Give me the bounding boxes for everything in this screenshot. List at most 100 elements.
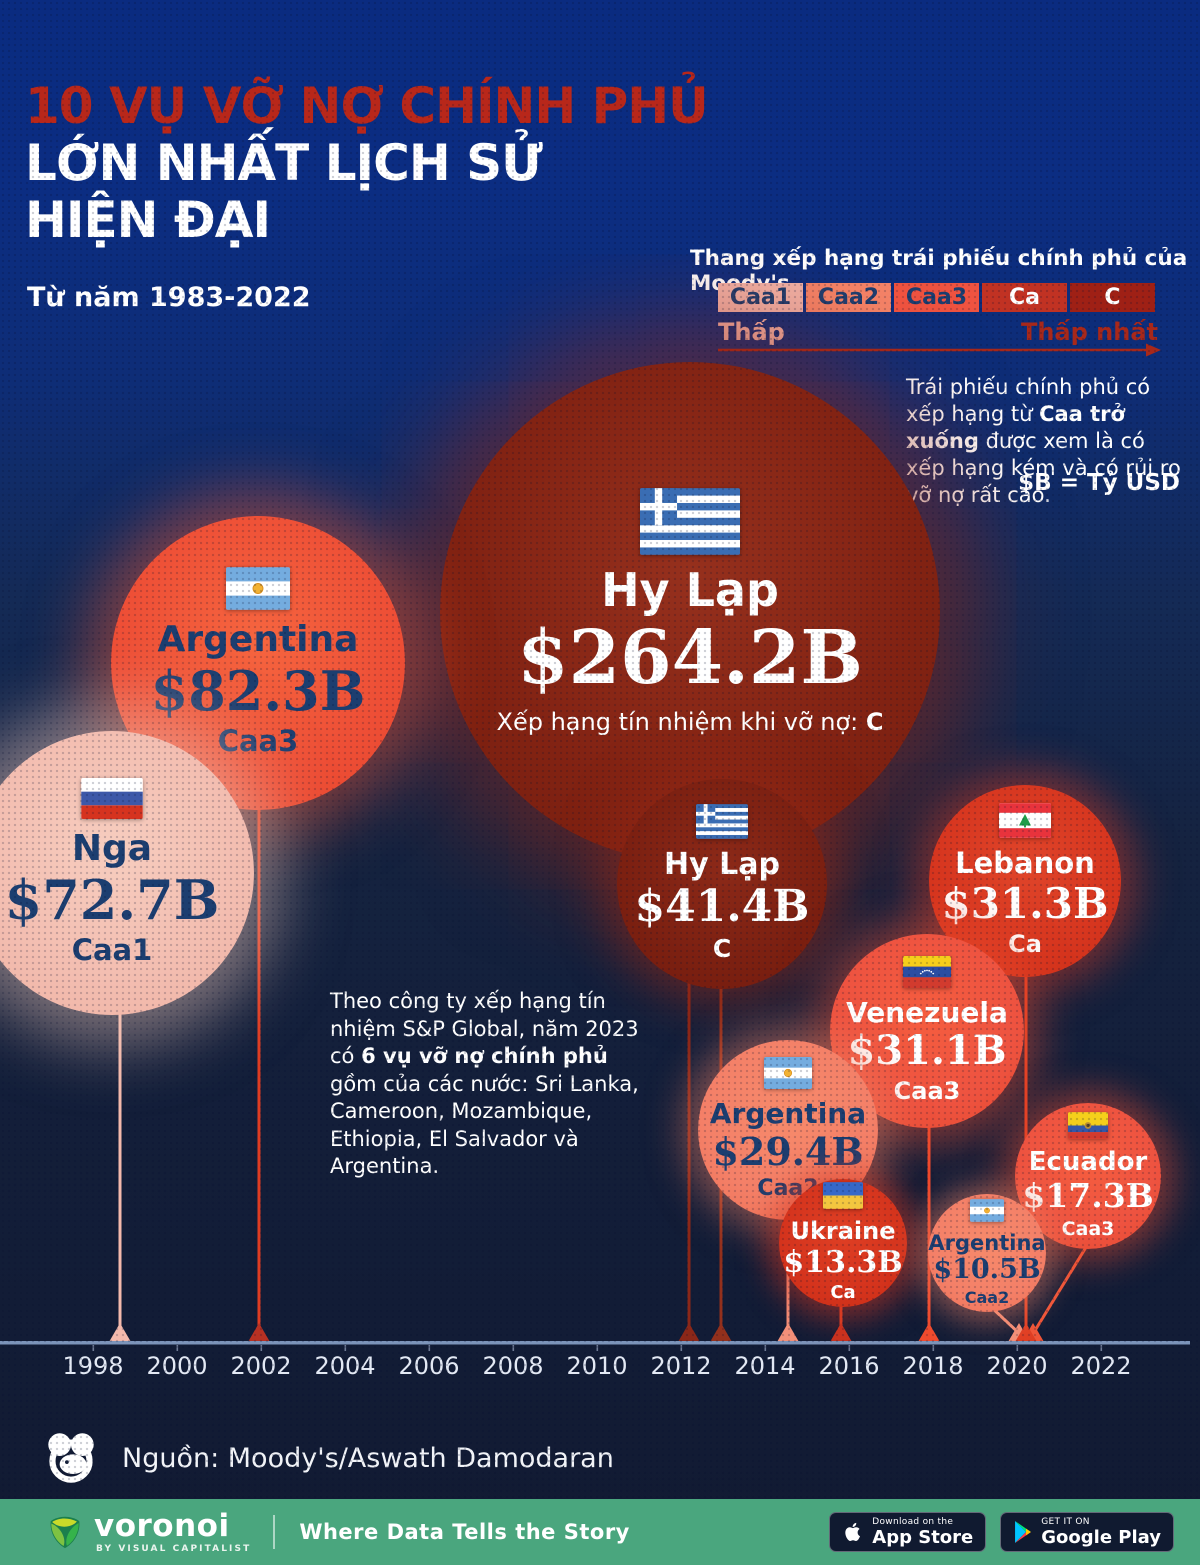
bubble-rating: Ca	[830, 1282, 856, 1304]
bubble-country: Hy Lạp	[601, 563, 779, 618]
bubble-russia-1998: Nga $72.7B Caa1	[0, 731, 254, 1015]
bubble-rating: Ca	[1008, 930, 1042, 959]
bubble-amount: $31.1B	[847, 1027, 1007, 1075]
bubble-country: Lebanon	[955, 845, 1095, 880]
subtitle-years: Từ năm 1983-2022	[27, 282, 311, 313]
sp-global-annotation: Theo công ty xếp hạng tín nhiệm S&P Glob…	[330, 988, 648, 1181]
axis-year-2022: 2022	[1070, 1352, 1132, 1380]
bubble-ukraine-2015: Ukraine $13.3B Ca	[779, 1179, 907, 1307]
title-line-1: 10 VỤ VỠ NỢ CHÍNH PHỦ	[25, 77, 709, 135]
source-row: Nguồn: Moody's/Aswath Damodaran	[38, 1432, 614, 1484]
footer-tagline: Where Data Tells the Story	[299, 1520, 630, 1544]
footer-divider	[273, 1515, 276, 1549]
bubble-amount: $29.4B	[712, 1128, 864, 1174]
note-bold: Caa trở xuống	[906, 402, 1125, 453]
axis-year-1998: 1998	[62, 1352, 124, 1380]
bubble-amount: $82.3B	[150, 658, 366, 723]
greece-flag	[696, 803, 748, 839]
app-store-badge[interactable]: Download on the App Store	[829, 1512, 987, 1552]
footer-band: voronoi BY VISUAL CAPITALIST Where Data …	[0, 1499, 1200, 1565]
bubble-amount: $72.7B	[4, 867, 220, 932]
bubble-rating: Caa2	[964, 1288, 1010, 1308]
rating-prefix: Xếp hạng tín nhiệm khi vỡ nợ:	[496, 707, 866, 736]
bubble-venezuela-2017: Venezuela $31.1B Caa3	[830, 934, 1024, 1128]
bubble-country: Argentina	[157, 619, 359, 661]
unit-note: $B = Tỷ USD	[1018, 470, 1180, 496]
bubble-amount: $264.2B	[517, 615, 863, 701]
russia-flag	[81, 778, 143, 820]
rating-box-caa3: Caa3	[894, 283, 979, 312]
axis-year-2012: 2012	[650, 1352, 712, 1380]
bubble-amount: $31.3B	[941, 879, 1109, 929]
bubble-country: Argentina	[709, 1097, 867, 1131]
app-badges: Download on the App Store GET IT ON Goog…	[829, 1512, 1174, 1552]
bubble-country: Ukraine	[790, 1217, 896, 1246]
rating-box-caa2: Caa2	[806, 283, 891, 312]
bubble-rating: Caa1	[71, 933, 153, 968]
bubble-country: Ecuador	[1028, 1146, 1148, 1177]
bubble-amount: $13.3B	[783, 1244, 903, 1280]
axis-year-2000: 2000	[146, 1352, 208, 1380]
google-play-icon	[1015, 1521, 1032, 1543]
axis-year-2002: 2002	[230, 1352, 292, 1380]
bubble-country: Hy Lạp	[664, 846, 780, 882]
bubble-rating: Caa3	[893, 1077, 961, 1106]
bubble-rating: Caa3	[217, 724, 299, 759]
bubble-country: Nga	[71, 828, 153, 870]
voronoi-brand[interactable]: voronoi BY VISUAL CAPITALIST	[46, 1507, 252, 1554]
note-text-2: được xem là có xếp hạng kém và có rủi ro…	[906, 429, 1181, 507]
annotation-bold: 6 vụ vỡ nợ chính phủ	[361, 1044, 608, 1068]
bubble-rating-line: Xếp hạng tín nhiệm khi vỡ nợ: C	[497, 708, 884, 736]
page-title: 10 VỤ VỠ NỢ CHÍNH PHỦ LỚN NHẤT LỊCH SỬ H…	[25, 77, 709, 249]
app-store-line2: App Store	[872, 1526, 974, 1548]
annotation-text-2: gồm của các nước: Sri Lanka, Cameroon, M…	[330, 1071, 639, 1179]
bubble-argentina-2020: Argentina $10.5B Caa2	[928, 1194, 1046, 1312]
ukraine-flag	[823, 1182, 863, 1209]
bubble-country: Argentina	[928, 1230, 1046, 1255]
ecuador-flag	[1068, 1111, 1108, 1139]
argentina-flag	[226, 567, 290, 611]
voronoi-logo-icon	[50, 1516, 80, 1549]
bubble-country: Venezuela	[846, 996, 1008, 1030]
app-store-line1: Download on the	[872, 1516, 954, 1527]
argentina-flag	[970, 1198, 1004, 1222]
axis-year-2018: 2018	[902, 1352, 964, 1380]
bubble-amount: $17.3B	[1022, 1175, 1154, 1215]
bubble-greece-2012-b: Hy Lạp $41.4B C	[617, 779, 827, 989]
bubble-lebanon-2020: Lebanon $31.3B Ca	[929, 785, 1121, 977]
brand-subtitle: BY VISUAL CAPITALIST	[96, 1543, 252, 1554]
bubble-rating: C	[712, 934, 732, 964]
rating-box-caa1: Caa1	[718, 283, 803, 312]
google-play-line1: GET IT ON	[1041, 1516, 1090, 1527]
bubble-argentina-2014: Argentina $29.4B Caa2	[698, 1040, 878, 1220]
scale-low-label: Thấp	[718, 318, 785, 346]
lebanon-flag	[999, 803, 1051, 838]
axis-year-2020: 2020	[986, 1352, 1048, 1380]
title-line-3: HIỆN ĐẠI	[25, 191, 271, 249]
note-text: Trái phiếu chính phủ có xếp hạng từ	[906, 375, 1151, 426]
venezuela-flag	[903, 956, 951, 989]
source-label: Nguồn: Moody's/Aswath Damodaran	[122, 1442, 614, 1474]
title-line-2: LỚN NHẤT LỊCH SỬ	[25, 134, 543, 192]
google-play-badge[interactable]: GET IT ON Google Play	[1000, 1512, 1174, 1552]
rating-box-ca: Ca	[982, 283, 1067, 312]
axis-year-2014: 2014	[734, 1352, 796, 1380]
bubble-argentina-2001: Argentina $82.3B Caa3	[111, 516, 405, 810]
google-play-line2: Google Play	[1041, 1526, 1161, 1548]
bubble-rating: C	[865, 707, 884, 736]
argentina-flag	[764, 1057, 812, 1090]
axis-year-2006: 2006	[398, 1352, 460, 1380]
bubble-ecuador-2020: Ecuador $17.3B Caa3	[1015, 1103, 1161, 1249]
publisher-logo-icon	[48, 1433, 94, 1483]
annotation-text: Theo công ty xếp hạng tín nhiệm S&P Glob…	[330, 989, 639, 1068]
axis-year-2016: 2016	[818, 1352, 880, 1380]
brand-name: voronoi	[94, 1507, 230, 1544]
bubble-rating: Caa3	[1061, 1217, 1115, 1240]
scale-lowest-label: Thấp nhất	[1020, 318, 1158, 346]
bubble-amount: $10.5B	[933, 1253, 1041, 1285]
axis-year-2008: 2008	[482, 1352, 544, 1380]
bubble-greece-2012: Hy Lạp $264.2B Xếp hạng tín nhiệm khi vỡ…	[440, 362, 940, 862]
axis-year-2010: 2010	[566, 1352, 628, 1380]
apple-icon	[845, 1522, 861, 1541]
